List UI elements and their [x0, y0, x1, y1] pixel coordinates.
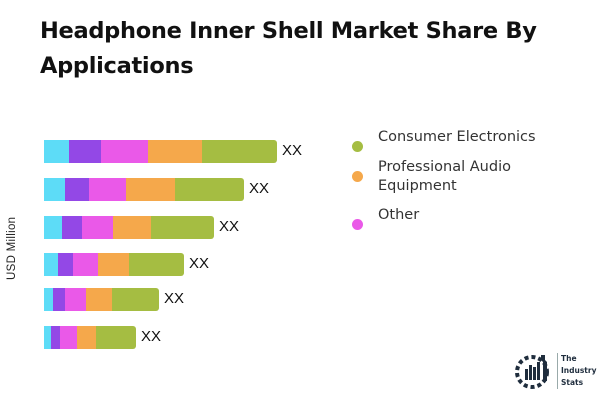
bar-segment [101, 140, 148, 163]
legend-dot-icon [352, 141, 363, 152]
bar-segment [175, 178, 244, 201]
bar-segment [44, 216, 62, 239]
bar-segment [129, 253, 184, 276]
bar-segment [65, 288, 86, 311]
stacked-bar [44, 253, 184, 276]
bar-segment [126, 178, 175, 201]
bar-segment [44, 326, 51, 349]
bar-value-label: XX [141, 328, 162, 345]
stacked-bar [44, 326, 136, 349]
chart-title: Headphone Inner Shell Market Share By Ap… [40, 18, 537, 79]
bar-value-label: XX [164, 290, 185, 307]
bar-segment [58, 253, 73, 276]
bar-value-label: XX [189, 255, 210, 272]
bar-segment [44, 178, 65, 201]
stacked-bar [44, 216, 214, 239]
bar-segment [98, 253, 129, 276]
gear-chart-icon [515, 355, 549, 389]
bar-segment [82, 216, 113, 239]
legend-label: Consumer Electronics [378, 129, 536, 145]
bar-segment [69, 140, 101, 163]
bar-segment [151, 216, 214, 239]
bar-segment [44, 288, 53, 311]
bar-segment [113, 216, 151, 239]
logo-line-3: Stats [561, 378, 584, 387]
bar-segment [51, 326, 60, 349]
y-axis-label: USD Million [6, 216, 18, 280]
logo-line-2: Industry [561, 366, 597, 375]
bar-segment [73, 253, 98, 276]
bar-segment [44, 253, 58, 276]
bar-value-label: XX [219, 218, 240, 235]
bar-segment [202, 140, 277, 163]
legend-dot-icon [352, 171, 363, 182]
logo-line-1: The [561, 354, 577, 363]
bar-segment [89, 178, 126, 201]
legend-label: Other [378, 207, 420, 223]
bar-segment [112, 288, 159, 311]
bar-segment [44, 140, 69, 163]
bar-segment [86, 288, 112, 311]
bar-segment [60, 326, 77, 349]
bar-segment [148, 140, 202, 163]
bar-value-label: XX [282, 142, 303, 159]
stacked-bar [44, 178, 244, 201]
bar-value-label: XX [249, 180, 270, 197]
stacked-bar [44, 140, 277, 163]
legend-label: Professional Audio Equipment [378, 159, 511, 194]
bar-segment [77, 326, 96, 349]
bar-segment [62, 216, 82, 239]
bar-segment [96, 326, 136, 349]
logo-text: The Industry Stats [557, 353, 596, 389]
bar-segment [53, 288, 65, 311]
the-industry-stats-logo: The Industry Stats [513, 351, 596, 391]
stacked-bar [44, 288, 159, 311]
legend-dot-icon [352, 219, 363, 230]
bar-segment [65, 178, 89, 201]
